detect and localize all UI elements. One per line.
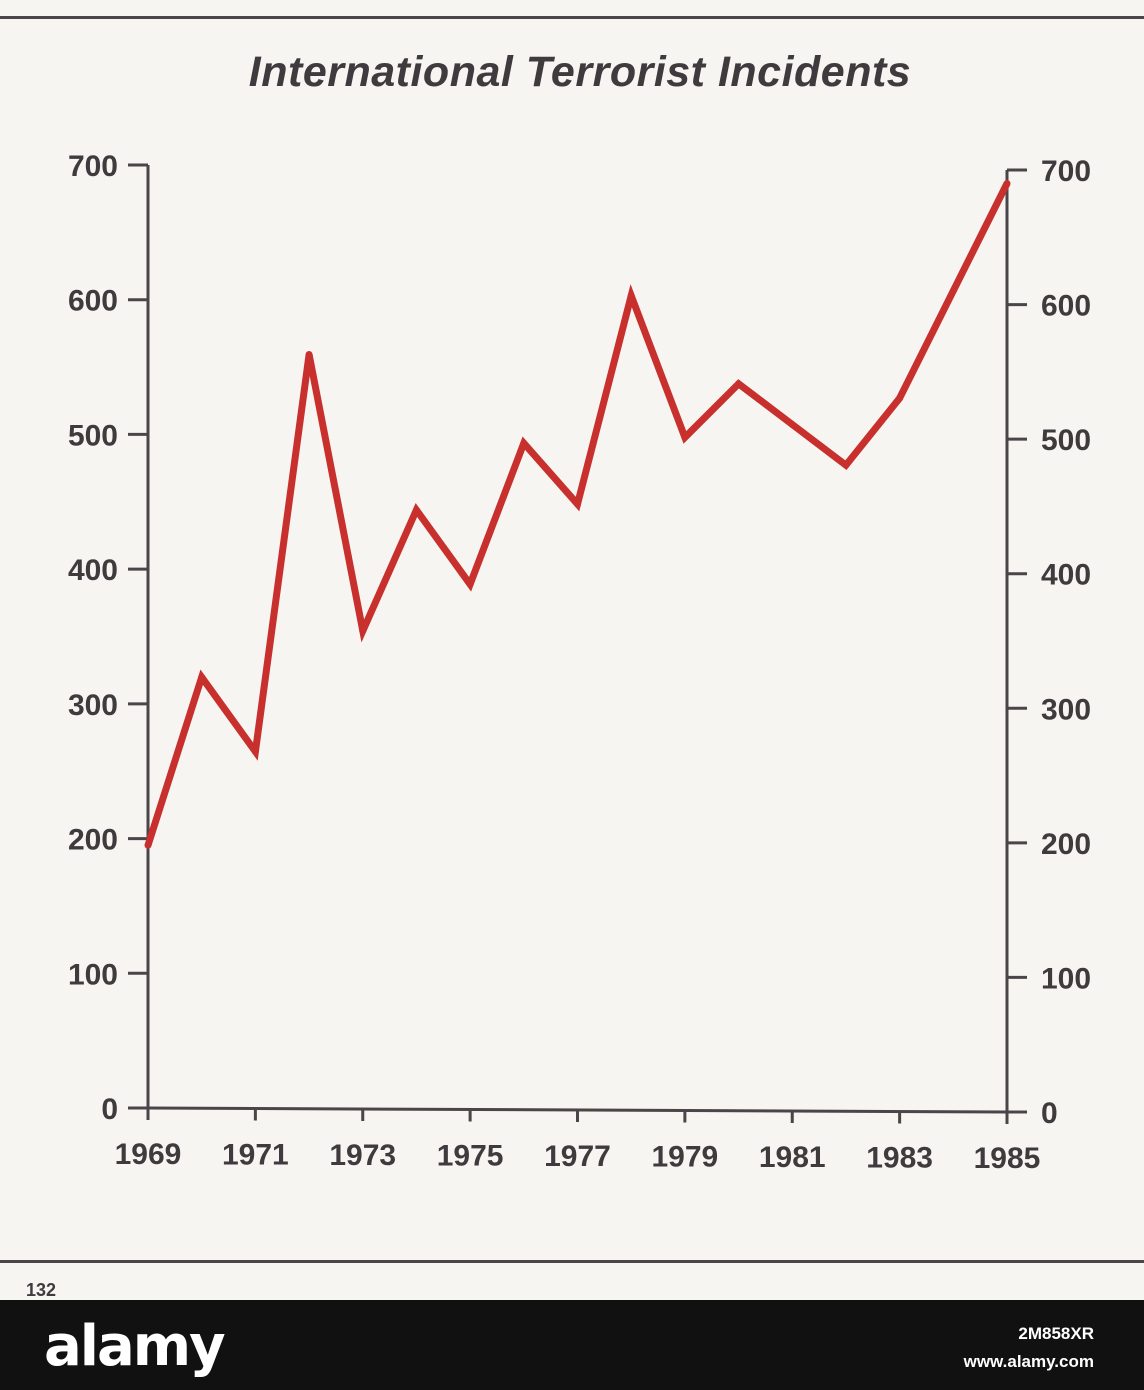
left-y-tick-label: 200 xyxy=(68,824,118,857)
data-point xyxy=(896,394,904,402)
right-y-tick-label: 600 xyxy=(1041,290,1091,323)
x-tick-label: 1981 xyxy=(759,1141,826,1174)
top-rule xyxy=(0,16,1144,19)
left-y-tick-label: 300 xyxy=(68,689,118,722)
left-y-tick-label: 400 xyxy=(68,554,118,587)
chart-title: International Terrorist Incidents xyxy=(248,48,912,96)
data-point xyxy=(735,380,743,388)
line-chart: 0 0 100 100 200 200 300 300 400 400 500 500 600 600 70… xyxy=(68,150,1091,1175)
chart-marks xyxy=(144,179,1011,849)
x-tick-label: 1985 xyxy=(974,1142,1041,1175)
data-point xyxy=(412,506,420,514)
watermark-footer: alamy 2M858XR www.alamy.com xyxy=(0,1300,1144,1390)
left-y-tick-label: 600 xyxy=(68,285,118,318)
data-point xyxy=(198,673,206,681)
data-point xyxy=(144,841,152,849)
website-url-label: www.alamy.com xyxy=(963,1352,1094,1371)
right-y-tick-label: 500 xyxy=(1041,424,1091,457)
data-point xyxy=(251,748,259,756)
left-y-tick-label: 700 xyxy=(68,150,118,183)
chart-page: International Terrorist Incidents 0 0 100 1… xyxy=(0,0,1144,1300)
data-point xyxy=(788,421,796,429)
x-tick-label: 1975 xyxy=(437,1140,504,1173)
data-point xyxy=(1003,179,1011,187)
data-point xyxy=(574,500,581,508)
x-tick-label: 1971 xyxy=(222,1139,289,1172)
data-point xyxy=(520,439,528,447)
x-tick-label: 1969 xyxy=(115,1138,182,1171)
right-y-tick-label: 400 xyxy=(1041,559,1091,592)
data-point xyxy=(627,292,635,300)
right-y-tick-label: 0 xyxy=(1041,1097,1058,1130)
alamy-logo: alamy xyxy=(44,1314,226,1379)
incidents-series-line xyxy=(144,181,1011,847)
chart-axes: 0 0 100 100 200 200 300 300 400 400 500 500 600 600 70… xyxy=(68,150,1091,1175)
x-tick-label: 1977 xyxy=(544,1140,611,1173)
data-point xyxy=(305,351,313,358)
image-id-label: 2M858XR xyxy=(1018,1324,1094,1343)
right-y-tick-label: 700 xyxy=(1041,155,1091,188)
left-y-tick-label: 500 xyxy=(68,419,118,452)
right-y-tick-label: 200 xyxy=(1041,828,1091,861)
right-y-tick-label: 100 xyxy=(1041,962,1091,995)
left-y-tick-label: 0 xyxy=(101,1093,118,1126)
x-tick-label: 1983 xyxy=(866,1142,933,1175)
data-point xyxy=(842,461,850,469)
data-point xyxy=(949,287,957,295)
data-point xyxy=(359,627,367,635)
x-tick-label: 1973 xyxy=(329,1139,396,1172)
left-y-tick-label: 100 xyxy=(68,958,118,991)
x-tick-label: 1979 xyxy=(652,1141,719,1174)
right-y-tick-label: 300 xyxy=(1041,693,1091,726)
page-number: 132 xyxy=(26,1280,57,1300)
data-point xyxy=(466,580,474,588)
bottom-rule xyxy=(0,1260,1144,1263)
data-point xyxy=(681,433,689,441)
